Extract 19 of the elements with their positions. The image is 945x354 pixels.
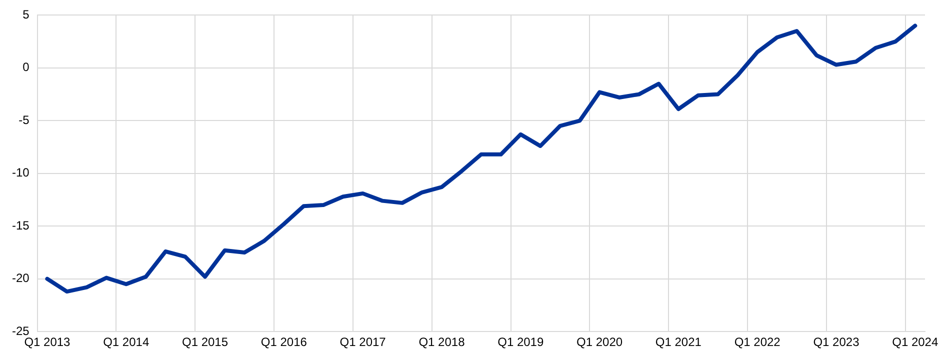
y-tick-label: -15 [12, 218, 30, 232]
y-tick-label: -10 [12, 166, 30, 180]
y-tick-label: -20 [12, 271, 30, 286]
y-tick-label: 5 [22, 8, 30, 22]
x-tick-label: Q1 2024 [892, 335, 938, 350]
x-tick-label: Q1 2018 [418, 335, 466, 350]
x-tick-label: Q1 2021 [655, 335, 702, 350]
x-tick-label: Q1 2019 [498, 335, 544, 350]
x-tick-label: Q1 2023 [813, 335, 860, 350]
x-tick-label: Q1 2015 [182, 335, 228, 350]
x-tick-label: Q1 2022 [734, 335, 781, 350]
x-tick-label: Q1 2013 [24, 335, 71, 350]
x-tick-label: Q1 2017 [340, 335, 386, 350]
y-tick-label: -5 [18, 112, 30, 127]
y-tick-label: 0 [22, 60, 30, 74]
x-tick-label: Q1 2016 [260, 335, 308, 350]
y-tick-label: -25 [12, 324, 30, 338]
x-tick-label: Q1 2020 [576, 335, 623, 350]
x-tick-label: Q1 2014 [103, 335, 150, 350]
